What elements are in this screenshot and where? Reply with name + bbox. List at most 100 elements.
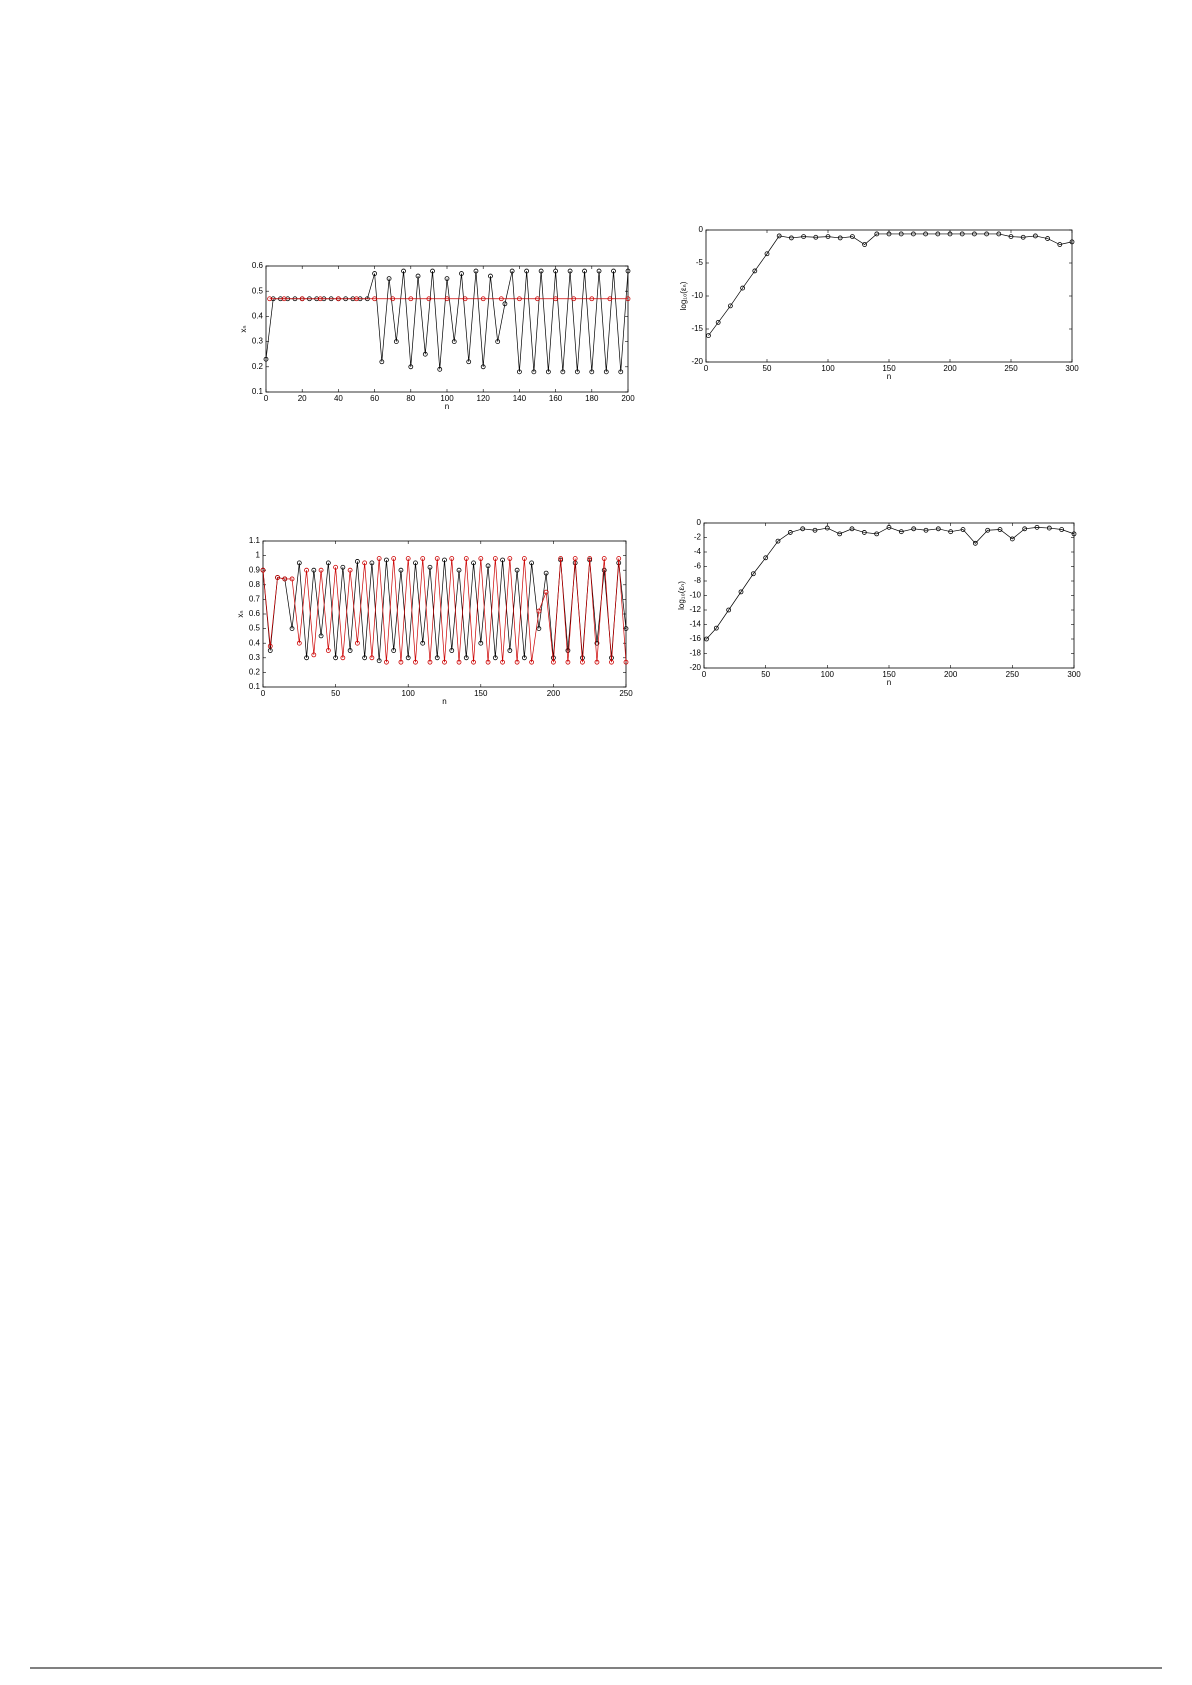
data-point xyxy=(281,296,287,302)
data-point xyxy=(442,557,447,563)
data-point xyxy=(623,626,629,631)
data-point xyxy=(372,296,378,302)
y-axis-label: log₁₀(εₙ) xyxy=(677,581,686,610)
data-point xyxy=(764,251,770,257)
data-point xyxy=(311,652,317,658)
data-point xyxy=(536,608,542,614)
data-point xyxy=(524,268,530,274)
data-point xyxy=(535,296,540,302)
data-point xyxy=(558,556,564,561)
data-point xyxy=(601,567,607,573)
x-axis-label: n xyxy=(445,402,449,411)
data-point xyxy=(874,231,880,237)
data-point xyxy=(398,567,404,573)
data-point xyxy=(391,556,397,561)
data-point xyxy=(347,567,353,573)
data-point xyxy=(485,563,491,569)
data-point xyxy=(551,659,556,665)
data-point xyxy=(434,556,440,561)
data-point xyxy=(715,319,721,325)
data-point xyxy=(1020,234,1026,240)
y-tick-label: -20 xyxy=(691,357,703,366)
data-point xyxy=(318,567,324,573)
data-point xyxy=(997,527,1003,532)
data-point xyxy=(405,556,411,561)
data-point xyxy=(384,557,389,563)
data-point xyxy=(545,369,551,375)
data-point xyxy=(463,655,469,661)
data-point xyxy=(354,559,360,564)
data-point xyxy=(413,659,418,665)
data-point xyxy=(750,571,756,577)
y-tick-label: 0.3 xyxy=(252,337,264,346)
data-point xyxy=(886,231,892,237)
y-tick-label: 0.8 xyxy=(249,580,261,589)
data-point xyxy=(311,567,317,573)
data-point xyxy=(391,648,397,653)
data-point xyxy=(430,268,435,274)
series-line xyxy=(262,559,627,661)
x-tick-label: 50 xyxy=(761,670,770,679)
data-point xyxy=(529,560,535,566)
data-point xyxy=(862,242,867,247)
data-point xyxy=(480,364,486,370)
data-point xyxy=(849,526,855,532)
data-point xyxy=(713,625,719,631)
data-point xyxy=(500,659,505,665)
data-point xyxy=(740,285,745,291)
data-point xyxy=(1008,234,1014,240)
x-tick-label: 40 xyxy=(334,394,343,403)
data-point xyxy=(837,531,843,537)
data-point xyxy=(478,640,484,646)
data-point xyxy=(775,538,781,544)
x-tick-label: 100 xyxy=(440,394,454,403)
data-point xyxy=(413,560,418,566)
data-point xyxy=(509,268,515,274)
data-point xyxy=(393,339,399,345)
y-tick-label: 0.6 xyxy=(252,261,264,270)
data-point xyxy=(517,296,522,302)
data-point xyxy=(405,655,411,661)
x-tick-label: 150 xyxy=(882,670,896,679)
data-point xyxy=(594,659,600,665)
data-point xyxy=(623,659,629,665)
x-tick-label: 100 xyxy=(821,364,835,373)
data-point xyxy=(837,235,843,241)
data-point xyxy=(480,296,486,302)
data-point xyxy=(565,648,571,653)
y-axis-label: log₁₀(εₙ) xyxy=(679,281,688,310)
data-point xyxy=(1045,236,1050,241)
data-point xyxy=(574,369,580,375)
data-point xyxy=(1057,242,1063,247)
data-point xyxy=(789,235,794,241)
x-tick-label: 200 xyxy=(944,670,958,679)
y-tick-label: -10 xyxy=(689,591,701,600)
data-point xyxy=(603,369,609,375)
x-tick-label: 20 xyxy=(298,394,307,403)
data-point xyxy=(1009,536,1015,542)
data-point xyxy=(594,640,600,646)
data-point xyxy=(420,640,426,646)
data-point xyxy=(444,296,450,302)
data-point xyxy=(529,659,535,665)
y-axis-label: xₙ xyxy=(239,325,248,332)
y-tick-label: -2 xyxy=(694,533,702,542)
data-point xyxy=(466,359,472,365)
y-tick-label: 0.6 xyxy=(249,609,261,618)
x-axis-label: n xyxy=(442,697,446,706)
data-point xyxy=(463,556,469,561)
data-point xyxy=(362,560,368,566)
y-tick-label: 0 xyxy=(697,518,702,527)
x-axis-label: n xyxy=(887,678,891,687)
data-point xyxy=(415,273,421,279)
data-point xyxy=(267,296,273,302)
y-tick-label: 1.1 xyxy=(249,536,261,545)
data-point xyxy=(289,626,295,631)
data-point xyxy=(437,366,443,372)
plot-frame xyxy=(703,522,1075,669)
y-tick-label: 0.2 xyxy=(249,668,261,677)
data-point xyxy=(299,296,305,302)
